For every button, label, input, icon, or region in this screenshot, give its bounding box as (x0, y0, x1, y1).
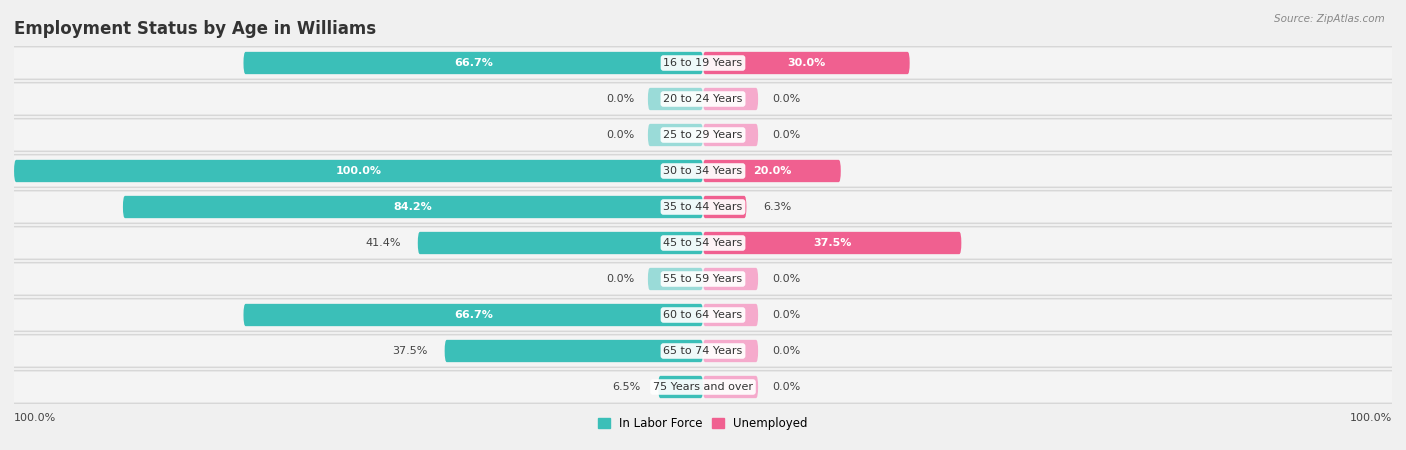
FancyBboxPatch shape (7, 227, 1399, 259)
Text: 20 to 24 Years: 20 to 24 Years (664, 94, 742, 104)
FancyBboxPatch shape (648, 88, 703, 110)
FancyBboxPatch shape (243, 52, 703, 74)
FancyBboxPatch shape (703, 268, 758, 290)
Text: 0.0%: 0.0% (772, 310, 800, 320)
Text: 16 to 19 Years: 16 to 19 Years (664, 58, 742, 68)
FancyBboxPatch shape (648, 268, 703, 290)
Text: 65 to 74 Years: 65 to 74 Years (664, 346, 742, 356)
Text: 20.0%: 20.0% (752, 166, 792, 176)
FancyBboxPatch shape (7, 155, 1399, 187)
Text: 45 to 54 Years: 45 to 54 Years (664, 238, 742, 248)
FancyBboxPatch shape (7, 335, 1399, 367)
FancyBboxPatch shape (7, 299, 1399, 331)
FancyBboxPatch shape (703, 340, 758, 362)
Text: Employment Status by Age in Williams: Employment Status by Age in Williams (14, 20, 377, 38)
Text: 100.0%: 100.0% (14, 413, 56, 423)
Text: 6.3%: 6.3% (763, 202, 792, 212)
Text: 30 to 34 Years: 30 to 34 Years (664, 166, 742, 176)
Text: 37.5%: 37.5% (813, 238, 852, 248)
FancyBboxPatch shape (243, 304, 703, 326)
Text: 0.0%: 0.0% (772, 382, 800, 392)
FancyBboxPatch shape (703, 160, 841, 182)
FancyBboxPatch shape (418, 232, 703, 254)
Text: 30.0%: 30.0% (787, 58, 825, 68)
Text: 66.7%: 66.7% (454, 310, 492, 320)
Text: 37.5%: 37.5% (392, 346, 427, 356)
Text: 84.2%: 84.2% (394, 202, 432, 212)
FancyBboxPatch shape (7, 47, 1399, 79)
Text: 6.5%: 6.5% (613, 382, 641, 392)
FancyBboxPatch shape (444, 340, 703, 362)
FancyBboxPatch shape (703, 124, 758, 146)
FancyBboxPatch shape (648, 124, 703, 146)
Text: 0.0%: 0.0% (606, 130, 634, 140)
Text: 55 to 59 Years: 55 to 59 Years (664, 274, 742, 284)
Text: 100.0%: 100.0% (1350, 413, 1392, 423)
Text: 0.0%: 0.0% (772, 130, 800, 140)
Text: 0.0%: 0.0% (772, 94, 800, 104)
FancyBboxPatch shape (7, 371, 1399, 403)
Legend: In Labor Force, Unemployed: In Labor Force, Unemployed (593, 413, 813, 435)
Text: 100.0%: 100.0% (336, 166, 381, 176)
FancyBboxPatch shape (703, 232, 962, 254)
Text: 41.4%: 41.4% (366, 238, 401, 248)
FancyBboxPatch shape (14, 160, 703, 182)
Text: 25 to 29 Years: 25 to 29 Years (664, 130, 742, 140)
Text: 0.0%: 0.0% (772, 346, 800, 356)
FancyBboxPatch shape (7, 263, 1399, 295)
Text: 75 Years and over: 75 Years and over (652, 382, 754, 392)
Text: 35 to 44 Years: 35 to 44 Years (664, 202, 742, 212)
FancyBboxPatch shape (703, 196, 747, 218)
Text: 0.0%: 0.0% (606, 94, 634, 104)
Text: 66.7%: 66.7% (454, 58, 492, 68)
FancyBboxPatch shape (122, 196, 703, 218)
FancyBboxPatch shape (703, 376, 758, 398)
Text: Source: ZipAtlas.com: Source: ZipAtlas.com (1274, 14, 1385, 23)
FancyBboxPatch shape (703, 304, 758, 326)
FancyBboxPatch shape (703, 88, 758, 110)
FancyBboxPatch shape (7, 119, 1399, 151)
FancyBboxPatch shape (7, 191, 1399, 223)
FancyBboxPatch shape (7, 83, 1399, 115)
Text: 60 to 64 Years: 60 to 64 Years (664, 310, 742, 320)
Text: 0.0%: 0.0% (772, 274, 800, 284)
Text: 0.0%: 0.0% (606, 274, 634, 284)
FancyBboxPatch shape (658, 376, 703, 398)
FancyBboxPatch shape (703, 52, 910, 74)
